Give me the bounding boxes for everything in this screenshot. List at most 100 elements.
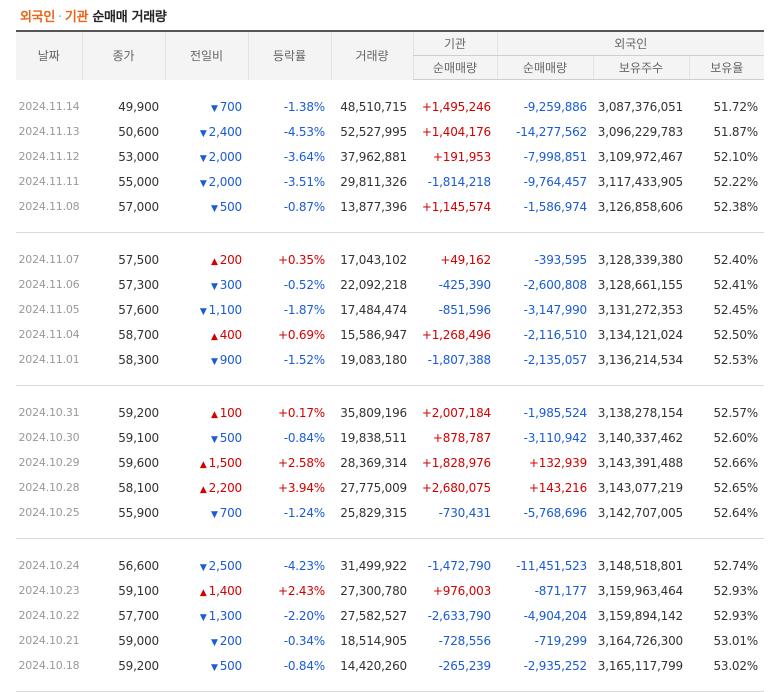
cell-foreign-ratio: 52.93%: [713, 608, 759, 623]
header-foreign-ratio[interactable]: 보유율: [688, 55, 765, 80]
cell-volume: 19,838,511: [340, 430, 407, 445]
cell-change: ▼ 500: [165, 194, 248, 219]
header-date[interactable]: 날짜: [16, 30, 82, 80]
change-value: 2,200: [208, 480, 243, 495]
cell-close: 50,600: [118, 124, 159, 139]
cell-date: 2024.10.28: [18, 481, 80, 494]
change-value: 1,500: [208, 455, 243, 470]
table-row: 2024.10.30 59,100 ▼ 500 -0.84% 19,838,511 +878…: [16, 425, 764, 450]
cell-close: 58,300: [118, 352, 159, 367]
cell-foreign-ratio: 52.93%: [713, 583, 759, 598]
cell-institution-net: +191,953: [432, 149, 491, 164]
cell-foreign-holdings: 3,142,707,005: [597, 505, 683, 520]
change-value: 200: [219, 633, 243, 648]
cell-rate: -4.53%: [283, 124, 325, 139]
cell-foreign-ratio: 52.66%: [713, 455, 759, 470]
table-row: 2024.10.29 59,600 ▲ 1,500 +2.58% 28,369,314 +1…: [16, 450, 764, 475]
panel-title: 외국인 · 기관 순매매 거래량: [20, 6, 167, 25]
cell-change: ▲ 400: [165, 322, 248, 347]
cell-change: ▼ 1,300: [165, 603, 248, 628]
cell-volume: 18,514,905: [340, 633, 407, 648]
cell-institution-net: -425,390: [438, 277, 492, 292]
change-value: 700: [219, 505, 243, 520]
cell-close: 57,500: [118, 252, 159, 267]
cell-foreign-net: -2,600,808: [523, 277, 588, 292]
cell-date: 2024.10.29: [18, 456, 80, 469]
cell-change: ▲ 1,400: [165, 578, 248, 603]
cell-volume: 17,043,102: [340, 252, 407, 267]
down-triangle-icon: ▼: [210, 103, 218, 114]
cell-close: 57,300: [118, 277, 159, 292]
header-institution-net[interactable]: 순매매량: [412, 55, 497, 80]
cell-rate: -0.84%: [283, 658, 325, 673]
change-value: 1,100: [208, 302, 243, 317]
cell-foreign-net: -7,998,851: [523, 149, 588, 164]
up-triangle-icon: ▲: [199, 587, 207, 598]
cell-rate: -1.52%: [283, 352, 325, 367]
down-triangle-icon: ▼: [210, 637, 218, 648]
table-header: 날짜 종가 전일비 등락률 거래량 기관 외국인 순매매량 순매매량 보유주수 …: [16, 30, 765, 80]
cell-volume: 14,420,260: [340, 658, 407, 673]
cell-foreign-holdings: 3,165,117,799: [597, 658, 683, 673]
down-triangle-icon: ▼: [210, 509, 218, 520]
header-foreign-net[interactable]: 순매매량: [496, 55, 593, 80]
cell-rate: -0.34%: [283, 633, 325, 648]
group-divider: [16, 525, 765, 539]
cell-foreign-ratio: 52.45%: [713, 302, 759, 317]
up-triangle-icon: ▲: [210, 409, 218, 420]
header-volume[interactable]: 거래량: [330, 30, 413, 80]
cell-rate: +0.17%: [278, 405, 325, 420]
cell-volume: 25,829,315: [340, 505, 407, 520]
cell-date: 2024.10.22: [18, 609, 80, 622]
cell-change: ▼ 500: [165, 653, 248, 678]
cell-institution-net: -265,239: [438, 658, 492, 673]
change-value: 2,400: [208, 124, 243, 139]
header-foreign-holdings[interactable]: 보유주수: [592, 55, 689, 80]
cell-rate: -1.87%: [283, 302, 325, 317]
cell-foreign-holdings: 3,128,339,380: [597, 252, 683, 267]
cell-institution-net: +976,003: [432, 583, 491, 598]
cell-date: 2024.11.01: [18, 353, 80, 366]
header-change[interactable]: 전일비: [164, 30, 248, 80]
cell-foreign-ratio: 52.60%: [713, 430, 759, 445]
change-value: 500: [219, 430, 243, 445]
cell-rate: -0.87%: [283, 199, 325, 214]
cell-institution-net: -1,807,388: [427, 352, 492, 367]
cell-date: 2024.11.13: [18, 125, 80, 138]
cell-institution-net: +1,495,246: [421, 99, 491, 114]
cell-date: 2024.10.31: [18, 406, 80, 419]
header-institution[interactable]: 기관: [412, 30, 497, 56]
up-triangle-icon: ▲: [199, 459, 207, 470]
header-close[interactable]: 종가: [81, 30, 165, 80]
cell-change: ▼ 2,000: [165, 169, 248, 194]
cell-change: ▼ 500: [165, 425, 248, 450]
group-divider: [16, 678, 765, 692]
cell-close: 55,900: [118, 505, 159, 520]
cell-foreign-ratio: 52.10%: [713, 149, 759, 164]
down-triangle-icon: ▼: [210, 203, 218, 214]
cell-close: 57,600: [118, 302, 159, 317]
cell-rate: +3.94%: [278, 480, 325, 495]
cell-rate: +0.69%: [278, 327, 325, 342]
cell-institution-net: +1,828,976: [421, 455, 491, 470]
cell-foreign-holdings: 3,087,376,051: [597, 99, 683, 114]
header-foreign[interactable]: 외국인: [496, 30, 765, 56]
cell-foreign-ratio: 52.41%: [713, 277, 759, 292]
cell-date: 2024.11.05: [18, 303, 80, 316]
change-value: 200: [219, 252, 243, 267]
cell-foreign-net: -871,177: [534, 583, 588, 598]
table-row: 2024.11.07 57,500 ▲ 200 +0.35% 17,043,102 +49,…: [16, 247, 764, 272]
cell-volume: 19,083,180: [340, 352, 407, 367]
header-rate[interactable]: 등락률: [247, 30, 331, 80]
cell-institution-net: -730,431: [438, 505, 492, 520]
cell-change: ▼ 900: [165, 347, 248, 372]
table-row: 2024.11.04 58,700 ▲ 400 +0.69% 15,586,947 +1,2…: [16, 322, 764, 347]
cell-foreign-ratio: 52.53%: [713, 352, 759, 367]
group-divider: [16, 219, 765, 233]
group-spacer: [16, 233, 764, 248]
cell-institution-net: +1,145,574: [421, 199, 491, 214]
cell-foreign-ratio: 52.38%: [713, 199, 759, 214]
cell-change: ▲ 100: [165, 400, 248, 425]
cell-close: 59,100: [118, 583, 159, 598]
cell-volume: 17,484,474: [340, 302, 407, 317]
